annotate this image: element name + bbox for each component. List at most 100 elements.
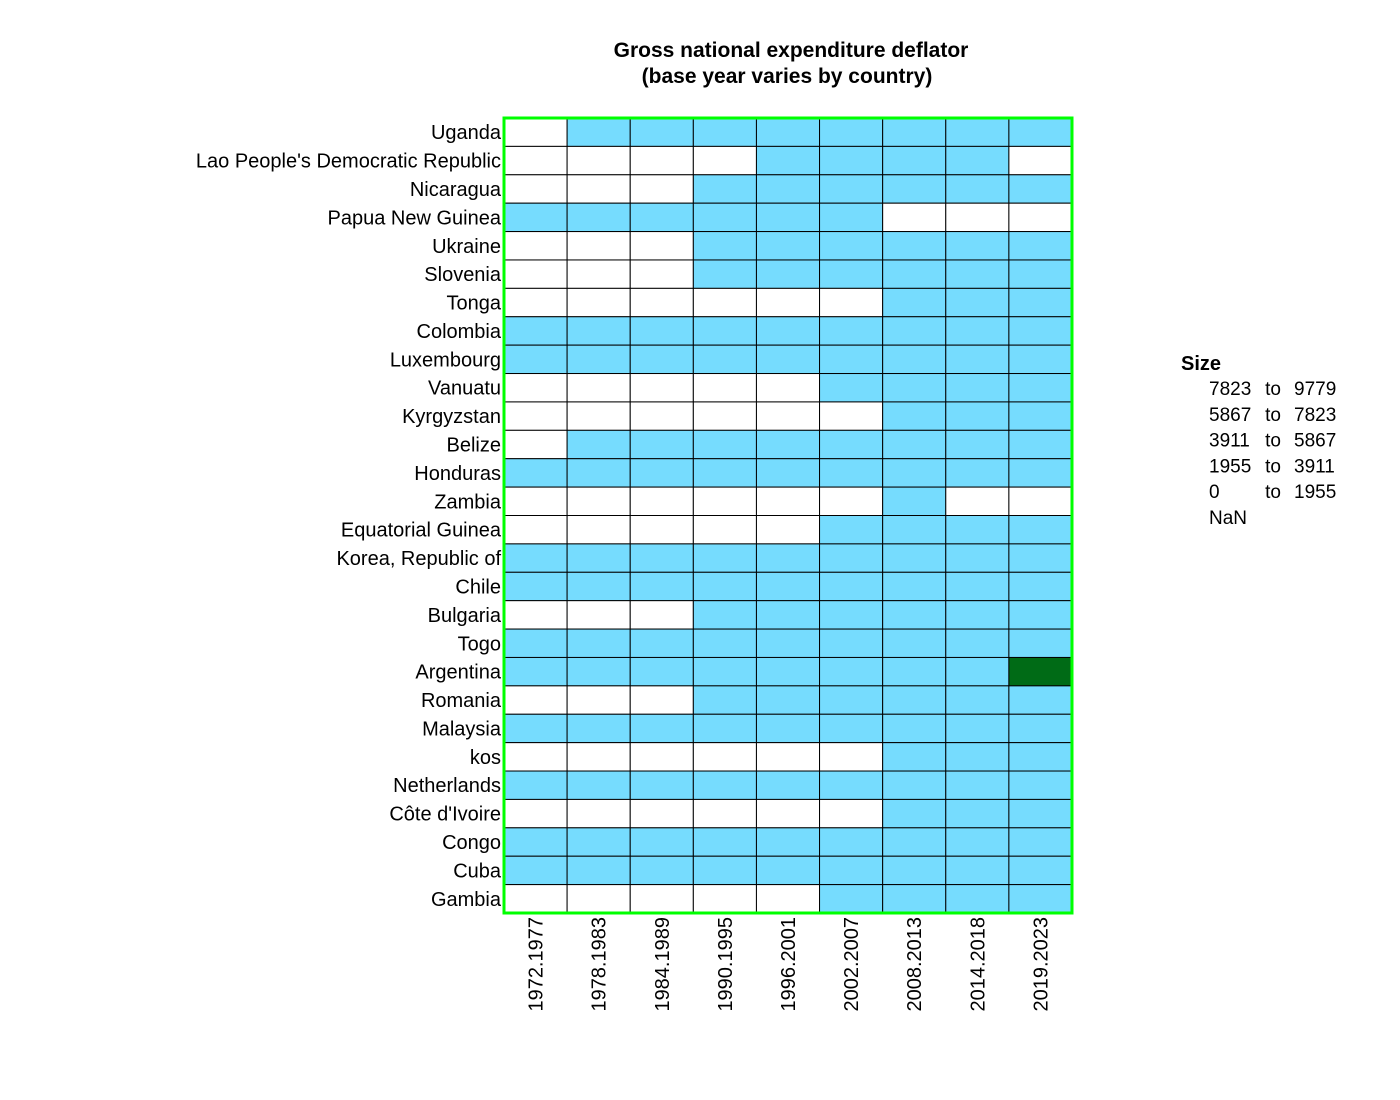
heatmap-cell — [503, 429, 568, 460]
heatmap-cell — [755, 571, 821, 602]
heatmap-cell — [755, 770, 821, 800]
heatmap-cell — [755, 344, 821, 375]
heatmap-cell — [755, 373, 821, 403]
heatmap-cell — [692, 656, 757, 687]
heatmap-cell — [945, 600, 1010, 630]
heatmap-cell — [1008, 770, 1073, 800]
heatmap-cell — [692, 571, 757, 602]
heatmap-cell — [945, 373, 1010, 403]
row-labels: Uganda Lao People's Democratic Republic Ni… — [196, 122, 502, 911]
heatmap-cell — [566, 231, 631, 261]
heatmap-cell — [629, 827, 694, 857]
heatmap-cell — [882, 600, 947, 630]
heatmap-cell — [882, 316, 947, 346]
heatmap-cell — [692, 827, 757, 857]
heatmap-cell — [503, 855, 568, 886]
heatmap-cell — [882, 685, 947, 715]
heatmap-cell — [945, 344, 1010, 375]
legend-entry-high: 5867 — [1294, 431, 1336, 452]
heatmap-cell — [755, 543, 821, 573]
heatmap-cell — [566, 884, 631, 914]
heatmap-cell — [819, 855, 884, 886]
heatmap-cell — [566, 742, 631, 772]
row-label: Kyrgyzstan — [402, 406, 501, 428]
heatmap-cell — [629, 628, 694, 658]
heatmap-cell — [692, 628, 757, 658]
heatmap-cell — [945, 174, 1010, 204]
legend-entry-low: 1955 — [1209, 456, 1251, 477]
heatmap-cell — [755, 287, 821, 318]
heatmap-cell — [629, 571, 694, 602]
heatmap-cell — [1008, 827, 1073, 857]
heatmap-cell — [945, 884, 1010, 914]
heatmap-cell — [629, 344, 694, 375]
row-label: Belize — [447, 435, 501, 457]
row-label: Congo — [442, 832, 501, 854]
row-label: kos — [470, 747, 501, 769]
heatmap-cell — [1008, 656, 1073, 687]
heatmap-cell — [503, 316, 568, 346]
heatmap-cell — [566, 316, 631, 346]
heatmap-cell — [692, 884, 757, 914]
heatmap-cell — [1008, 685, 1073, 715]
column-label: 2019.2023 — [1030, 917, 1052, 1012]
heatmap-cell — [819, 571, 884, 602]
heatmap-cell — [755, 515, 821, 545]
heatmap-cell — [629, 373, 694, 403]
heatmap-cell — [503, 344, 568, 375]
row-label: Bulgaria — [428, 605, 502, 627]
heatmap-cell — [566, 543, 631, 573]
heatmap-cell — [503, 827, 568, 857]
heatmap-cell — [566, 429, 631, 460]
heatmap-cell — [882, 571, 947, 602]
heatmap-cell — [566, 202, 631, 233]
heatmap-cell — [882, 145, 947, 176]
heatmap-cell — [1008, 486, 1073, 517]
heatmap-cell — [1008, 316, 1073, 346]
heatmap-cell — [945, 429, 1010, 460]
row-label: Netherlands — [393, 775, 501, 797]
heatmap-cell — [629, 742, 694, 772]
heatmap-cell — [819, 656, 884, 687]
heatmap-cell — [755, 685, 821, 715]
heatmap-cell — [503, 117, 568, 147]
legend-entry-low: NaN — [1209, 508, 1247, 529]
heatmap-cell — [882, 628, 947, 658]
heatmap-cell — [566, 287, 631, 318]
heatmap-cell — [755, 458, 821, 488]
heatmap-cell — [503, 884, 568, 914]
heatmap-cell — [629, 600, 694, 630]
heatmap-cell — [629, 458, 694, 488]
heatmap-cell — [819, 486, 884, 517]
heatmap-cell — [566, 571, 631, 602]
heatmap-cell — [755, 628, 821, 658]
heatmap-cell — [1008, 287, 1073, 318]
row-label: Cuba — [453, 860, 502, 882]
heatmap-cell — [692, 373, 757, 403]
heatmap-cell — [945, 742, 1010, 772]
heatmap-cell — [755, 600, 821, 630]
legend-title: Size — [1181, 353, 1221, 375]
heatmap-cell — [1008, 373, 1073, 403]
heatmap-cell — [692, 713, 757, 744]
heatmap-cell — [629, 798, 694, 829]
heatmap-cell — [945, 571, 1010, 602]
heatmap-cell — [692, 515, 757, 545]
heatmap-cell — [819, 401, 884, 431]
legend-entry-to: to — [1265, 405, 1281, 426]
heatmap-cell — [629, 656, 694, 687]
heatmap-cell — [629, 770, 694, 800]
heatmap-cell — [882, 202, 947, 233]
heatmap-cell — [1008, 855, 1073, 886]
heatmap-cell — [1008, 174, 1073, 204]
heatmap-cell — [503, 543, 568, 573]
heatmap-cell — [945, 401, 1010, 431]
heatmap-cell — [819, 259, 884, 289]
heatmap-cell — [1008, 259, 1073, 289]
heatmap-cell — [755, 231, 821, 261]
heatmap-cell — [945, 259, 1010, 289]
heatmap-cell — [819, 316, 884, 346]
heatmap-cell — [629, 713, 694, 744]
heatmap-cell — [692, 231, 757, 261]
heatmap-cell — [819, 429, 884, 460]
